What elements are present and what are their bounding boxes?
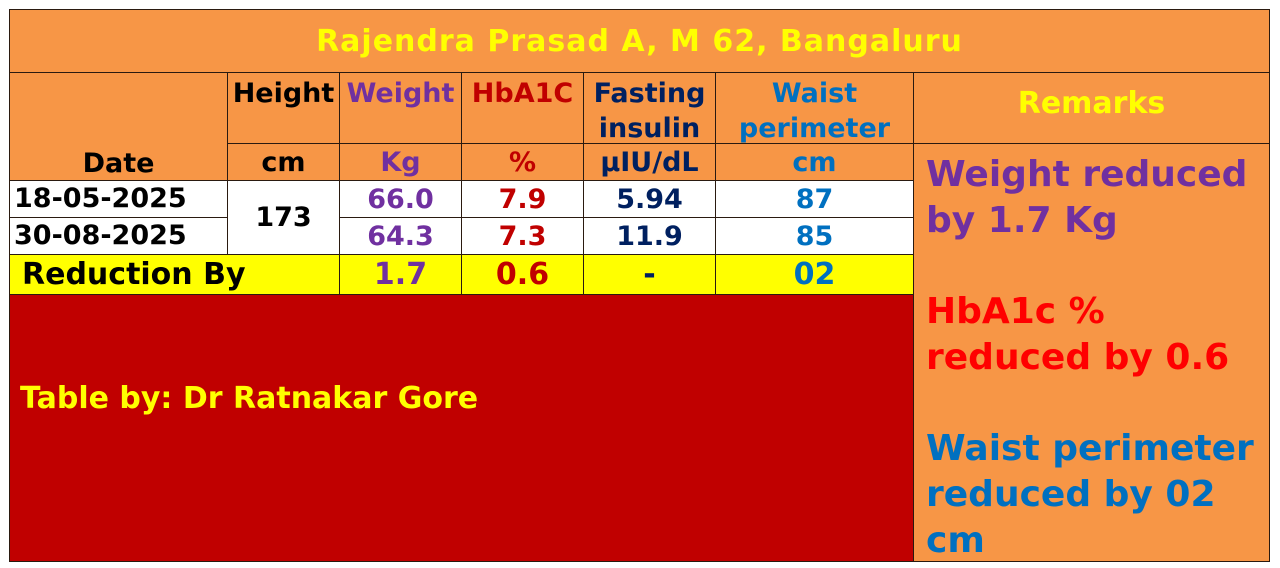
remark-hba1c-line2: reduced by 0.6 xyxy=(926,337,1230,378)
header-hba1c-cell: HbA1C xyxy=(461,72,584,144)
reduction-hba1c: 0.6 xyxy=(461,254,584,295)
height-merged: 173 xyxy=(227,180,340,255)
credit-text: Table by: Dr Ratnakar Gore xyxy=(20,381,479,416)
remark-hba1c: HbA1c % reduced by 0.6 xyxy=(914,289,1229,381)
unit-fasting: μIU/dL xyxy=(583,143,716,181)
row2-date: 30-08-2025 xyxy=(9,217,228,255)
header-fasting-line2: insulin xyxy=(598,113,701,144)
header-date-cell xyxy=(9,72,228,181)
header-remarks-cell: Remarks xyxy=(913,72,1270,144)
header-fasting-line1: Fasting xyxy=(593,78,706,109)
reduction-fasting: - xyxy=(583,254,716,295)
remark-waist-line2: reduced by 02 xyxy=(926,474,1216,515)
remark-hba1c-line1: HbA1c % xyxy=(926,291,1105,332)
row1-waist: 87 xyxy=(715,180,914,218)
header-weight-cell: Weight xyxy=(339,72,462,144)
remark-waist: Waist perimeter reduced by 02 cm xyxy=(914,426,1254,564)
remarks-panel: Weight reduced by 1.7 Kg HbA1c % reduced… xyxy=(913,143,1270,562)
unit-waist: cm xyxy=(715,143,914,181)
row2-fasting: 11.9 xyxy=(583,217,716,255)
header-date: Date xyxy=(82,147,155,179)
row1-fasting: 5.94 xyxy=(583,180,716,218)
row2-weight: 64.3 xyxy=(339,217,462,255)
row2-hba1c: 7.3 xyxy=(461,217,584,255)
credit-block: Table by: Dr Ratnakar Gore xyxy=(9,294,914,562)
remark-weight: Weight reduced by 1.7 Kg xyxy=(914,152,1247,244)
row1-weight: 66.0 xyxy=(339,180,462,218)
header-waist-cell: Waist perimeter xyxy=(715,72,914,144)
header-remarks: Remarks xyxy=(1017,85,1166,121)
header-fasting-cell: Fasting insulin xyxy=(583,72,716,144)
remark-weight-line1: Weight reduced xyxy=(926,154,1248,195)
reduction-weight: 1.7 xyxy=(339,254,462,295)
remark-weight-line2: by 1.7 Kg xyxy=(926,200,1118,241)
header-height: Height xyxy=(232,78,335,109)
header-hba1c: HbA1C xyxy=(471,78,574,109)
remark-waist-line3: cm xyxy=(926,520,985,561)
unit-hba1c: % xyxy=(461,143,584,181)
row2-waist: 85 xyxy=(715,217,914,255)
row1-hba1c: 7.9 xyxy=(461,180,584,218)
unit-weight: Kg xyxy=(339,143,462,181)
header-height-cell: Height xyxy=(227,72,340,144)
header-waist-line2: perimeter xyxy=(738,113,891,144)
unit-height: cm xyxy=(227,143,340,181)
reduction-label: Reduction By xyxy=(9,254,340,295)
row1-date: 18-05-2025 xyxy=(9,180,228,218)
header-waist-line1: Waist xyxy=(771,78,858,109)
reduction-waist: 02 xyxy=(715,254,914,295)
header-weight: Weight xyxy=(346,78,455,109)
report-title: Rajendra Prasad A, M 62, Bangaluru xyxy=(9,9,1270,73)
remark-waist-line1: Waist perimeter xyxy=(926,428,1254,469)
